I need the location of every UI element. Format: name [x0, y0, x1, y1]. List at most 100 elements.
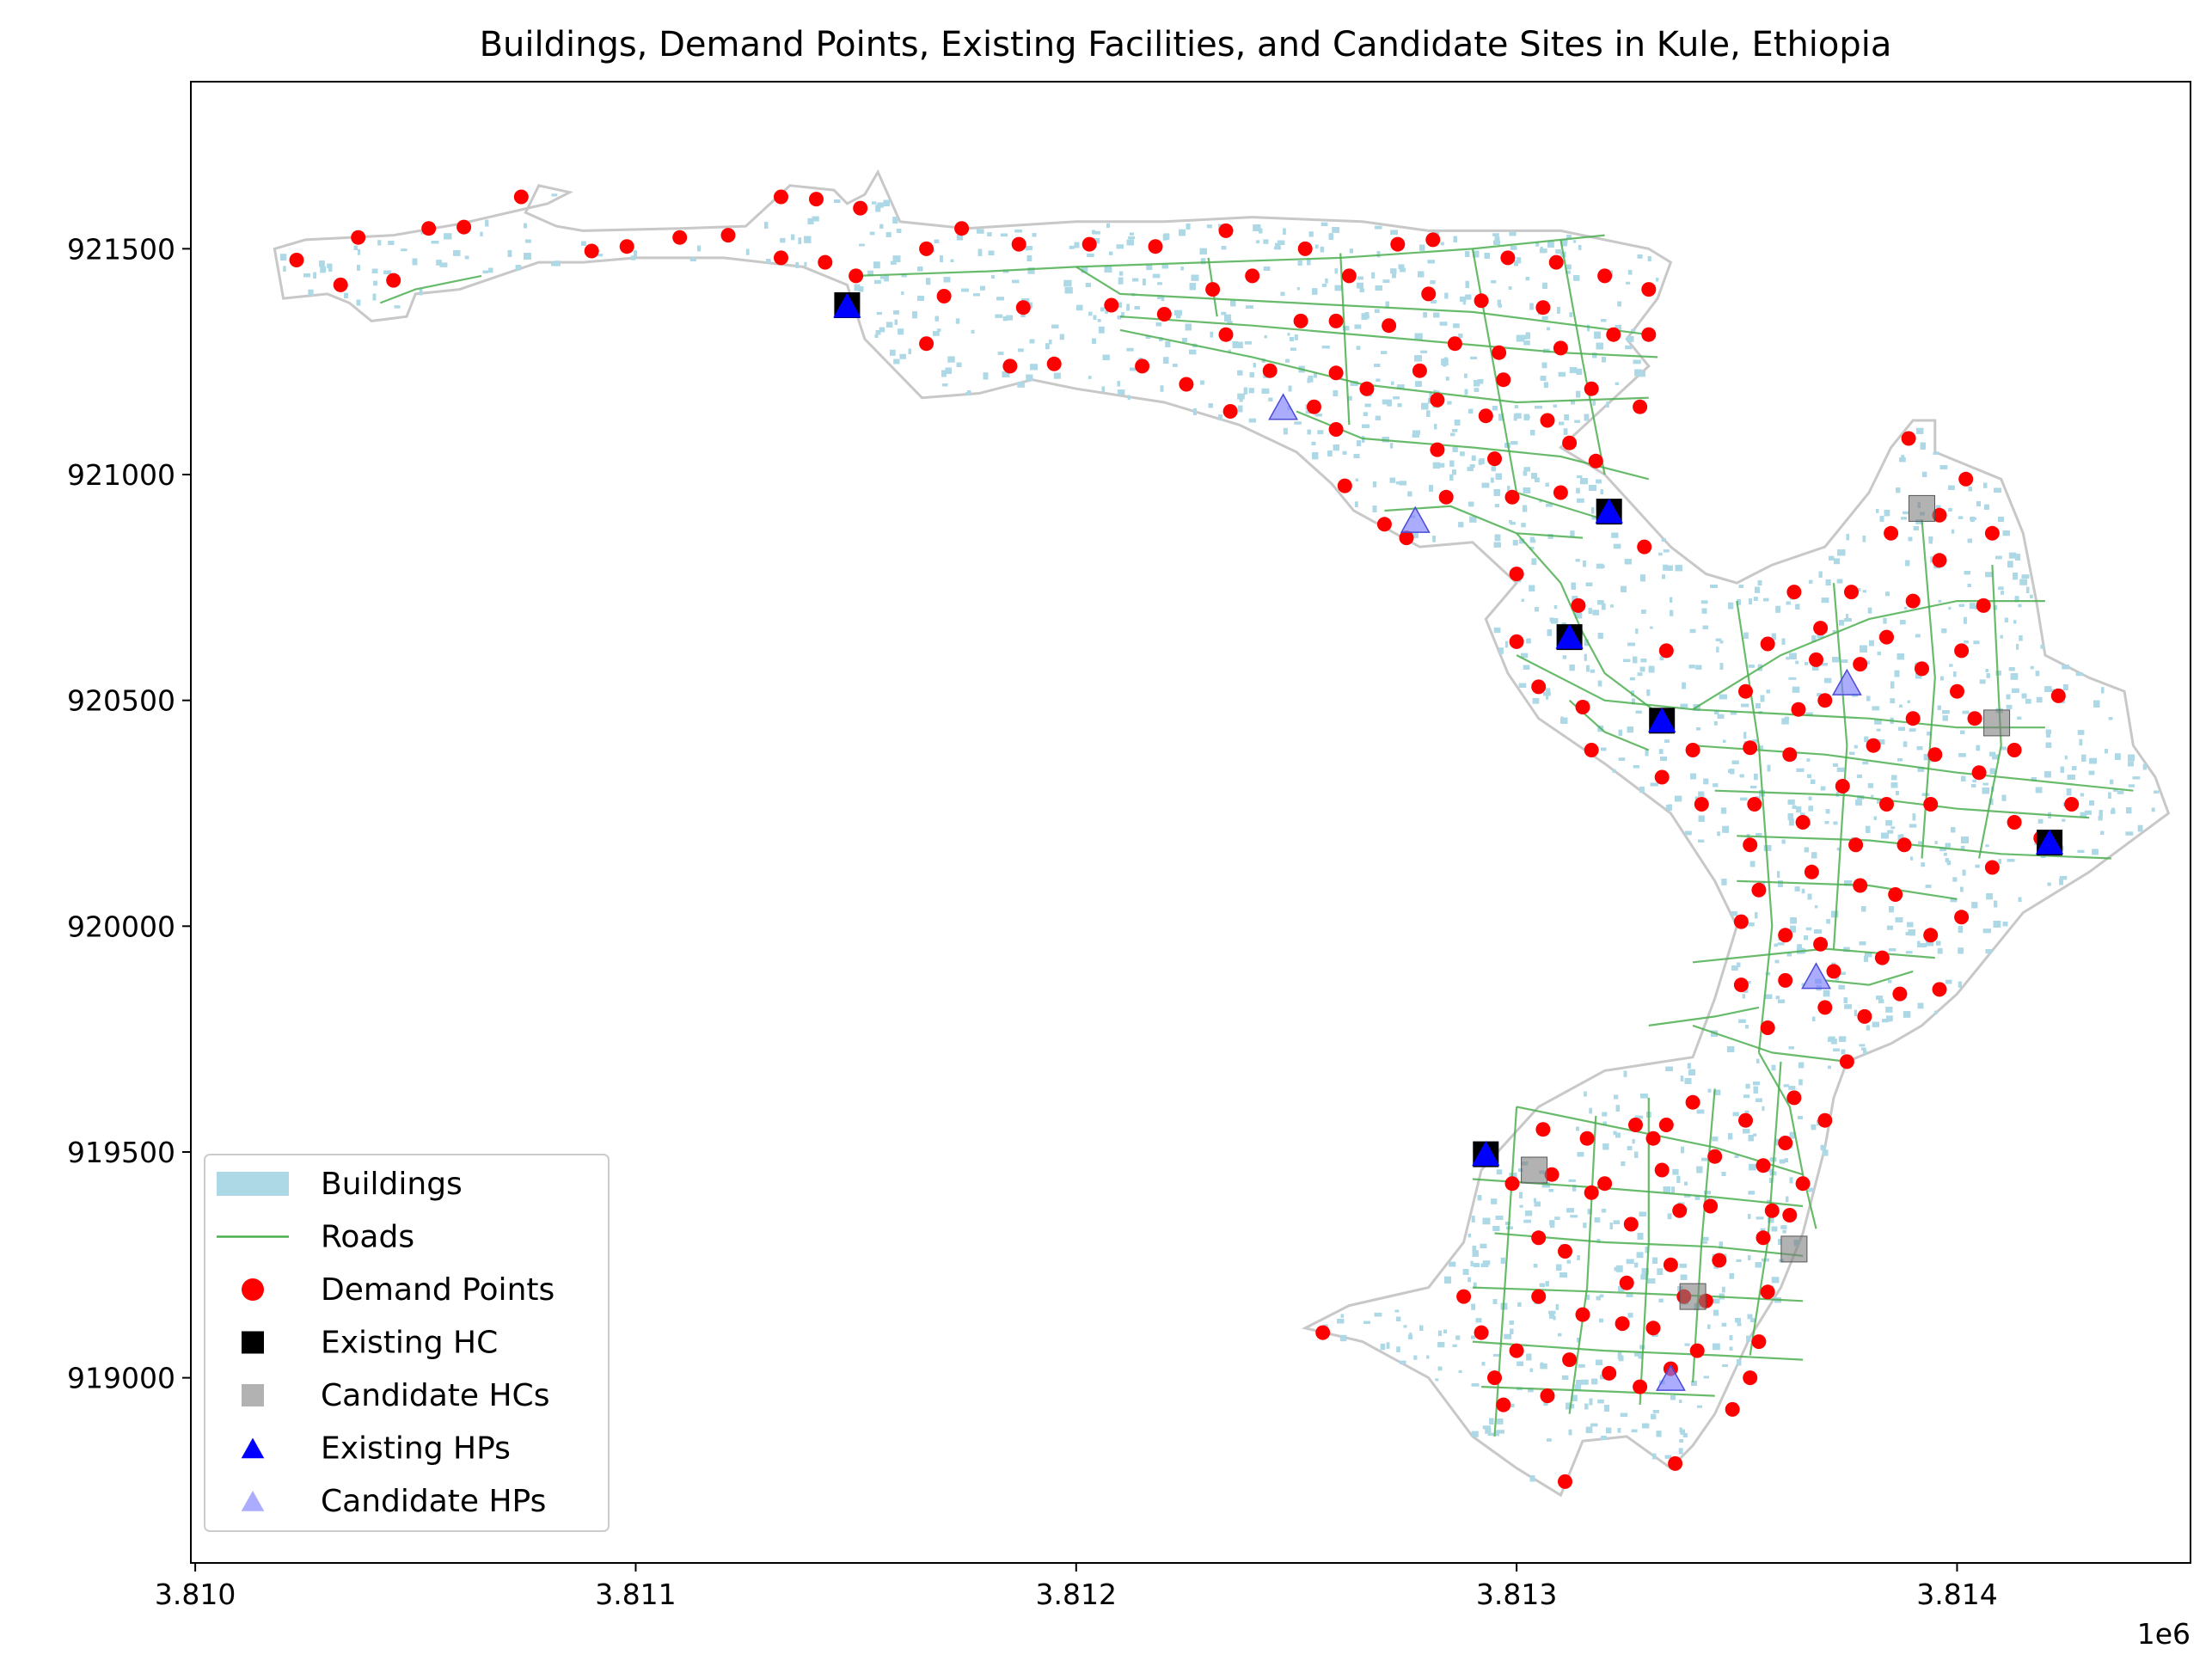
building [1246, 305, 1253, 309]
building [344, 292, 348, 298]
building [1995, 671, 2001, 676]
building [1132, 278, 1139, 282]
building [1531, 473, 1537, 479]
building [1739, 797, 1748, 801]
building [1613, 1220, 1620, 1224]
building [2018, 604, 2022, 608]
building [1641, 610, 1646, 614]
building [1885, 820, 1892, 826]
building [1583, 1222, 1587, 1229]
building [1838, 971, 1846, 975]
building [1721, 1172, 1726, 1176]
building [1210, 331, 1214, 338]
building [1972, 779, 1976, 782]
building [872, 201, 877, 205]
building [1962, 869, 1966, 876]
building [1713, 1090, 1719, 1094]
building [485, 219, 489, 227]
building [1570, 1215, 1578, 1218]
building [1601, 319, 1607, 322]
building [2066, 788, 2072, 796]
building [2045, 729, 2051, 734]
building [1174, 309, 1182, 316]
building [1529, 1368, 1533, 1372]
building [2128, 784, 2135, 787]
building [1523, 487, 1531, 493]
building [2008, 552, 2017, 559]
building [1280, 291, 1285, 297]
building [1883, 617, 1887, 624]
building [766, 259, 771, 264]
building [1613, 543, 1621, 549]
building [1855, 800, 1862, 806]
building [1547, 629, 1552, 636]
building [1908, 929, 1915, 936]
building [1599, 1318, 1603, 1323]
building [1958, 926, 1963, 933]
building [1993, 605, 1998, 610]
building [1452, 447, 1458, 452]
building [1283, 427, 1288, 435]
building [2105, 749, 2108, 754]
building [1532, 697, 1540, 704]
building [1948, 507, 1952, 512]
building [1998, 517, 2004, 522]
building [401, 248, 407, 252]
building [1637, 254, 1643, 259]
building [1493, 542, 1501, 548]
building [2025, 586, 2030, 593]
building [524, 253, 531, 260]
building [1492, 1226, 1500, 1231]
building [1485, 1427, 1492, 1434]
building [1468, 408, 1474, 414]
building [1437, 1366, 1443, 1371]
building [1719, 1241, 1723, 1249]
building [1596, 1359, 1602, 1365]
building [1449, 460, 1455, 467]
building [1453, 236, 1457, 242]
building [1415, 381, 1422, 387]
building [1796, 768, 1805, 772]
building [1656, 1431, 1662, 1437]
building [1092, 230, 1095, 235]
building [1320, 246, 1325, 253]
building [1469, 464, 1475, 468]
building [2031, 777, 2037, 781]
building [1464, 389, 1468, 395]
building [1578, 1363, 1585, 1368]
building [1958, 947, 1964, 954]
building [1524, 1210, 1533, 1216]
building [1916, 746, 1923, 751]
building [1749, 598, 1752, 604]
building [1305, 410, 1311, 414]
building [1731, 965, 1738, 971]
building [1601, 1436, 1607, 1440]
building [1521, 653, 1529, 659]
building [1130, 367, 1138, 371]
building [2013, 573, 2018, 580]
building [1507, 486, 1510, 491]
building [2037, 818, 2043, 824]
building [1912, 813, 1916, 821]
building [353, 245, 358, 250]
building [1632, 1139, 1635, 1144]
building [1481, 482, 1490, 488]
building [1939, 465, 1948, 469]
building [1014, 230, 1022, 233]
building [764, 222, 769, 229]
building [1700, 600, 1708, 604]
building [1597, 1399, 1604, 1404]
building [1927, 732, 1931, 736]
building [1074, 242, 1080, 248]
building [1523, 665, 1530, 670]
building [1811, 779, 1816, 784]
building [1682, 682, 1686, 689]
building [1886, 925, 1894, 930]
building [1491, 1198, 1498, 1204]
building [1945, 979, 1952, 984]
building [1100, 307, 1105, 312]
building [524, 223, 527, 229]
building [1584, 1091, 1587, 1097]
building [1543, 382, 1548, 389]
building [2007, 561, 2013, 568]
